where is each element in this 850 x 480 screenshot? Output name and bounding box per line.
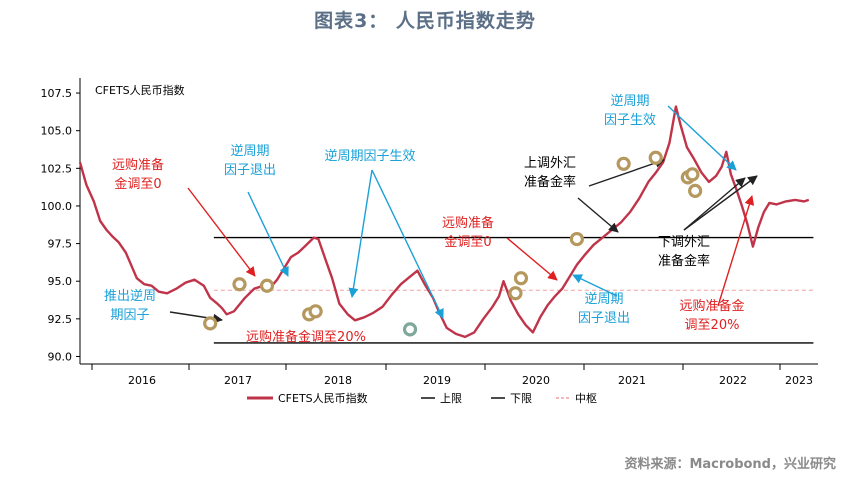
y-tick-label: 100.0 — [41, 200, 73, 213]
legend-label: 中枢 — [575, 391, 597, 405]
x-tick-label: 2020 — [522, 374, 550, 387]
annotation-arrow — [588, 158, 665, 187]
y-tick-label: 107.5 — [41, 87, 73, 100]
annotation-text: 因子生效 — [604, 113, 656, 128]
x-tick-label: 2019 — [423, 374, 451, 387]
series-lines — [78, 105, 810, 339]
x-tick-label: 2022 — [719, 374, 747, 387]
annotation-arrow — [506, 237, 558, 281]
annotation-text: 逆周期 — [230, 143, 269, 159]
annotation-text: 远购准备金 — [679, 298, 744, 314]
figure-title: 图表3： 人民币指数走势 — [314, 10, 536, 32]
annotation-arrows — [169, 105, 758, 324]
event-marker — [402, 322, 418, 337]
y-tick-label: 95.0 — [48, 275, 73, 288]
event-marker — [685, 167, 700, 182]
y-tick-label: 105.0 — [41, 125, 73, 138]
annotation-text: 因子退出 — [578, 311, 630, 326]
annotation-arrow — [683, 177, 746, 231]
annotation-arrow — [187, 187, 256, 277]
annotation-arrow — [577, 197, 619, 233]
chart-axes: 90.0 92.5 95.0 97.5 100.0 102.5 105.0 107.5 2016… — [41, 78, 818, 387]
annotation-text: 远购准备 — [112, 157, 164, 173]
event-marker — [648, 150, 663, 165]
x-tick-label: 2017 — [224, 374, 252, 387]
annotation-arrow — [717, 195, 755, 307]
x-tick-label: 2021 — [618, 374, 646, 387]
annotation-text: 逆周期 — [610, 93, 649, 109]
annotation-text: 上调外汇 — [524, 156, 576, 171]
annotation-text: 逆周期 — [584, 291, 623, 307]
annotation-text: 推出逆周 — [104, 288, 156, 304]
annotation-arrow — [247, 191, 289, 277]
legend-label: CFETS人民币指数 — [278, 391, 368, 405]
event-markers — [203, 150, 703, 337]
annotation-text: 因子退出 — [224, 163, 276, 178]
annotation-arrow — [683, 175, 758, 231]
y-tick-label: 102.5 — [41, 162, 73, 175]
event-marker — [616, 156, 631, 171]
annotation-text: 远购准备 — [442, 215, 494, 231]
event-marker — [508, 286, 523, 301]
y-tick-label: 90.0 — [48, 350, 73, 363]
annotations: 远购准备金调至0逆周期因子退出逆周期因子生效推出逆周期因子远购准备金调至20%上… — [104, 93, 745, 345]
y-tick-label: 97.5 — [48, 238, 73, 251]
annotation-arrow — [348, 169, 373, 298]
annotation-arrow — [667, 105, 737, 171]
legend-label: 上限 — [440, 392, 462, 405]
x-tick-label: 2016 — [128, 374, 156, 387]
event-marker — [513, 271, 529, 286]
event-marker — [232, 277, 247, 292]
legend-label: 下限 — [510, 392, 532, 405]
event-marker — [688, 183, 703, 198]
annotation-text: 金调至0 — [444, 234, 491, 250]
source-note: 资料来源：Macrobond，兴业研究 — [624, 457, 836, 472]
annotation-text: 远购准备金调至20% — [246, 329, 366, 345]
event-marker — [259, 278, 275, 293]
annotation-arrow — [572, 274, 618, 297]
y-tick-label: 92.5 — [48, 313, 73, 326]
annotation-text: 下调外汇 — [658, 235, 710, 250]
event-marker — [203, 316, 218, 331]
annotation-text: 调至20% — [685, 318, 740, 333]
annotation-text: 准备金率 — [658, 253, 710, 269]
cfets-index-line — [78, 105, 810, 339]
annotation-arrow — [371, 169, 444, 319]
annotation-text: 准备金率 — [524, 174, 576, 190]
annotation-text: 逆周期因子生效 — [324, 148, 415, 164]
event-marker — [569, 231, 584, 247]
annotation-text: 期因子 — [110, 308, 149, 323]
annotation-text: 金调至0 — [114, 176, 161, 192]
event-marker — [308, 304, 323, 319]
x-tick-label: 2018 — [324, 374, 352, 387]
series-title: CFETS人民币指数 — [95, 83, 185, 97]
x-tick-label: 2023 — [785, 374, 813, 387]
legend: CFETS人民币指数 上限 下限 中枢 — [247, 391, 597, 405]
